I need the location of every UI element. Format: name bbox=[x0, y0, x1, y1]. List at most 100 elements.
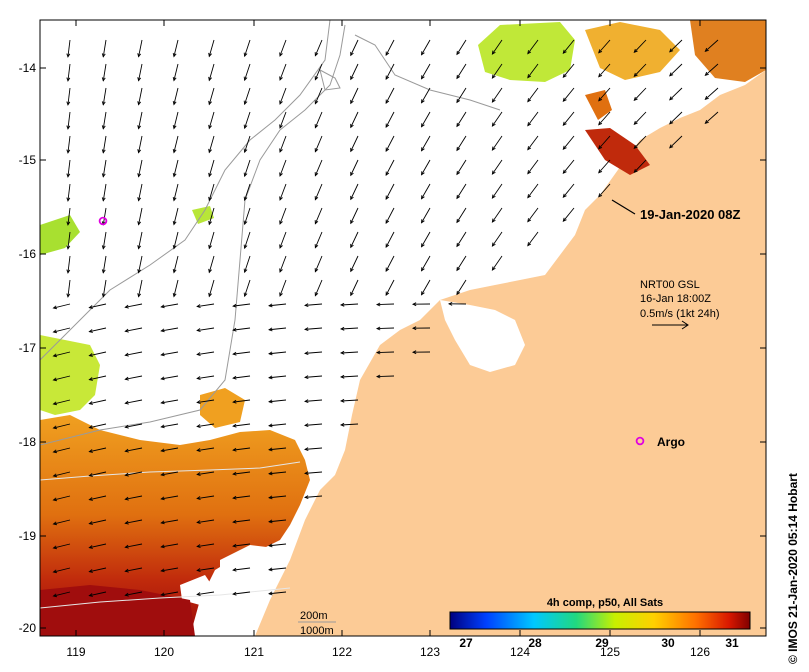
current-arrow bbox=[562, 207, 575, 222]
current-arrow bbox=[421, 39, 431, 55]
current-arrowhead bbox=[52, 569, 57, 574]
current-arrow bbox=[269, 495, 287, 499]
current-arrow bbox=[562, 183, 575, 198]
current-arrow bbox=[269, 375, 287, 379]
current-arrow bbox=[244, 63, 251, 81]
current-arrowhead bbox=[88, 329, 93, 333]
current-arrowhead bbox=[314, 268, 319, 273]
current-arrowhead bbox=[385, 75, 390, 80]
current-arrowhead bbox=[279, 292, 283, 297]
plot-area bbox=[40, 20, 766, 636]
current-arrowhead bbox=[52, 497, 57, 502]
current-arrowhead bbox=[491, 146, 496, 151]
current-arrowhead bbox=[52, 329, 57, 334]
current-arrowhead bbox=[447, 301, 453, 306]
current-arrowhead bbox=[385, 99, 390, 104]
current-arrow bbox=[305, 399, 323, 402]
current-arrow bbox=[67, 207, 71, 225]
current-arrowhead bbox=[350, 171, 354, 177]
current-arrowhead bbox=[633, 144, 638, 150]
current-arrowhead bbox=[562, 169, 567, 175]
current-arrowhead bbox=[598, 97, 603, 102]
x-tick-label: 122 bbox=[332, 645, 352, 659]
current-arrow bbox=[125, 567, 143, 572]
current-arrow bbox=[279, 279, 287, 297]
current-arrowhead bbox=[375, 350, 381, 355]
current-arrow bbox=[233, 375, 251, 379]
current-arrow bbox=[385, 135, 395, 152]
current-arrow bbox=[562, 39, 575, 54]
current-arrowhead bbox=[124, 376, 129, 381]
current-arrowhead bbox=[633, 96, 638, 102]
current-arrow bbox=[233, 591, 251, 595]
current-arrow bbox=[527, 111, 539, 126]
current-arrow bbox=[161, 327, 179, 332]
current-arrowhead bbox=[304, 303, 309, 308]
current-arrowhead bbox=[172, 52, 177, 58]
current-arrowhead bbox=[124, 544, 129, 549]
current-arrow bbox=[456, 111, 467, 127]
current-arrowhead bbox=[421, 291, 425, 296]
current-arrowhead bbox=[421, 123, 425, 128]
current-vectors bbox=[52, 39, 719, 598]
tick-marks bbox=[40, 20, 766, 636]
current-arrowhead bbox=[314, 124, 319, 129]
current-arrow bbox=[197, 591, 215, 595]
current-arrow bbox=[669, 111, 683, 125]
current-arrowhead bbox=[279, 268, 283, 273]
current-arrowhead bbox=[208, 220, 212, 226]
current-arrowhead bbox=[172, 292, 177, 298]
current-arrowhead bbox=[137, 245, 142, 250]
current-arrowhead bbox=[350, 291, 354, 297]
current-arrowhead bbox=[314, 292, 319, 297]
current-arrowhead bbox=[279, 52, 283, 57]
current-arrow bbox=[102, 231, 107, 249]
current-scale-label: 0.5m/s (1kt 24h) bbox=[640, 308, 719, 320]
current-arrowhead bbox=[196, 496, 201, 500]
current-arrowhead bbox=[279, 172, 283, 177]
current-arrow bbox=[350, 279, 359, 296]
current-arrow bbox=[125, 375, 143, 380]
current-arrowhead bbox=[491, 266, 496, 271]
current-arrow bbox=[492, 207, 503, 223]
current-arrowhead bbox=[101, 197, 106, 202]
current-arrowhead bbox=[421, 75, 425, 80]
current-arrowhead bbox=[160, 424, 165, 429]
current-time-label: 16-Jan 18:00Z bbox=[640, 293, 711, 305]
current-arrowhead bbox=[172, 76, 177, 82]
current-arrowhead bbox=[88, 305, 93, 309]
current-arrowhead bbox=[172, 244, 177, 250]
current-arrow bbox=[102, 39, 107, 57]
current-arrow bbox=[305, 375, 323, 378]
current-arrowhead bbox=[456, 122, 461, 128]
current-arrow bbox=[527, 39, 539, 54]
current-arrow bbox=[53, 567, 71, 573]
current-arrow bbox=[385, 255, 395, 272]
current-arrowhead bbox=[385, 291, 390, 296]
current-arrow bbox=[385, 39, 395, 56]
current-arrow bbox=[67, 111, 71, 129]
current-arrow bbox=[314, 183, 323, 200]
current-arrowhead bbox=[421, 267, 425, 272]
current-arrow bbox=[376, 327, 395, 330]
current-arrow bbox=[125, 519, 143, 524]
current-arrow bbox=[492, 87, 503, 103]
current-arrowhead bbox=[196, 352, 201, 356]
current-arrowhead bbox=[137, 125, 142, 130]
current-arrow bbox=[53, 447, 71, 453]
current-arrowhead bbox=[208, 292, 212, 298]
current-arrow bbox=[233, 423, 251, 427]
current-arrowhead bbox=[375, 326, 381, 331]
current-arrow bbox=[89, 399, 107, 405]
current-arrowhead bbox=[633, 120, 638, 126]
current-arrowhead bbox=[101, 77, 106, 82]
current-arrow bbox=[341, 375, 359, 378]
current-arrowhead bbox=[196, 568, 201, 572]
current-arrow bbox=[314, 39, 323, 56]
current-arrow bbox=[527, 159, 539, 174]
current-arrowhead bbox=[279, 244, 283, 249]
current-arrow bbox=[269, 303, 287, 307]
current-arrowhead bbox=[243, 268, 248, 274]
current-arrow bbox=[598, 39, 611, 54]
current-arrowhead bbox=[101, 173, 106, 178]
